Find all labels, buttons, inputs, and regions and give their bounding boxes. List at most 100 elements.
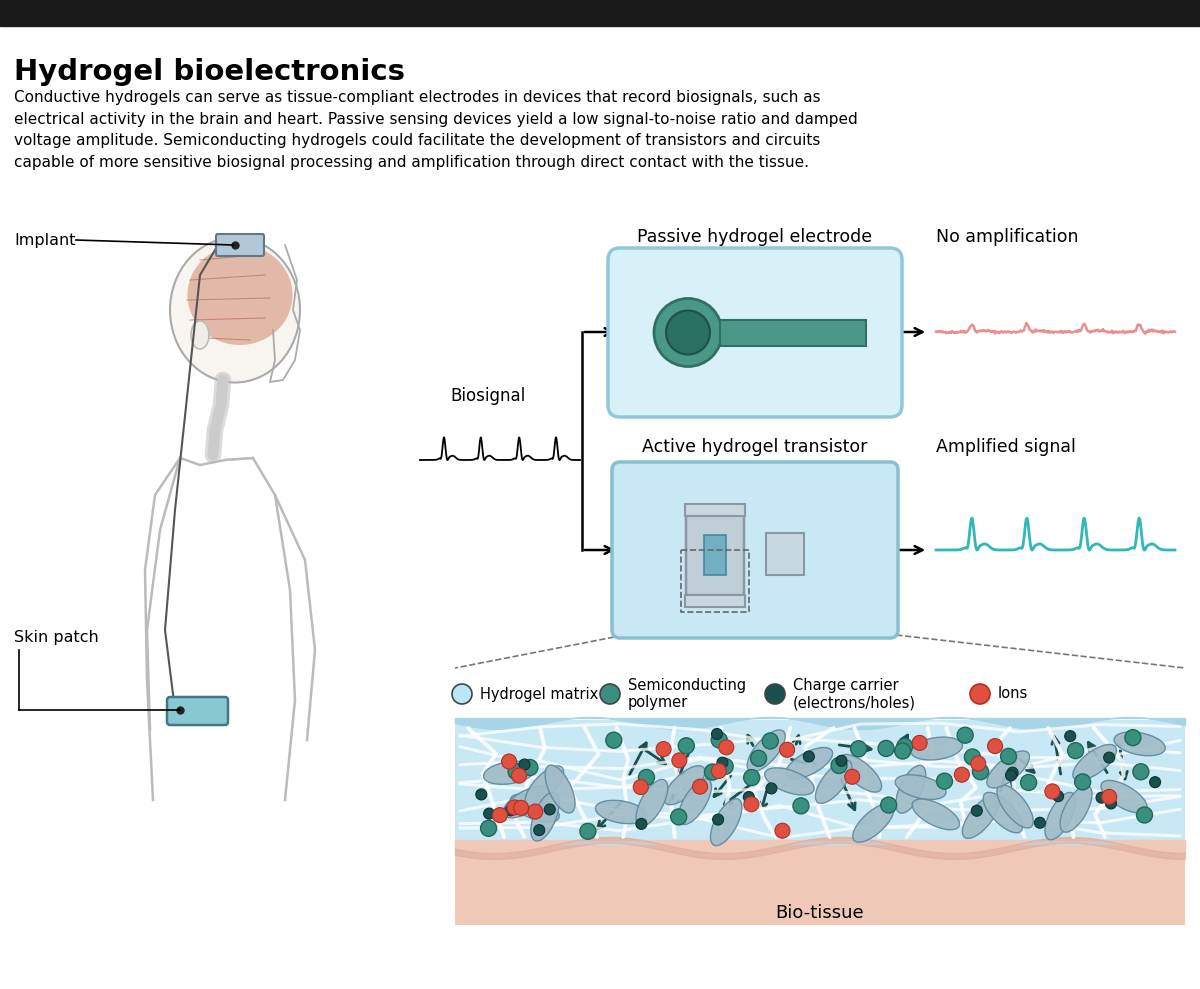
Circle shape	[545, 804, 556, 815]
Circle shape	[845, 769, 859, 784]
Circle shape	[988, 739, 1002, 754]
Text: Amplified signal: Amplified signal	[936, 438, 1076, 456]
Circle shape	[692, 779, 708, 794]
Circle shape	[1150, 776, 1160, 787]
Circle shape	[793, 798, 809, 814]
Bar	[0, 0, 1200, 26]
Text: Skin patch: Skin patch	[14, 630, 98, 645]
Circle shape	[484, 808, 494, 819]
Text: Biosignal: Biosignal	[450, 387, 526, 405]
Circle shape	[704, 764, 720, 780]
Ellipse shape	[896, 765, 925, 813]
Circle shape	[656, 742, 671, 757]
Ellipse shape	[530, 792, 559, 841]
Circle shape	[712, 764, 726, 778]
Circle shape	[1075, 774, 1091, 790]
Ellipse shape	[710, 799, 742, 846]
Circle shape	[713, 814, 724, 825]
Circle shape	[1104, 752, 1115, 764]
Bar	[685, 594, 745, 606]
Circle shape	[743, 791, 755, 802]
Bar	[766, 533, 804, 575]
Bar	[682, 550, 749, 611]
Ellipse shape	[1045, 792, 1075, 840]
Circle shape	[522, 760, 538, 775]
Circle shape	[832, 758, 847, 773]
Circle shape	[520, 759, 530, 770]
Circle shape	[508, 800, 522, 815]
Circle shape	[636, 819, 647, 830]
Circle shape	[912, 736, 928, 751]
Circle shape	[971, 756, 985, 771]
Circle shape	[1064, 731, 1075, 742]
Circle shape	[476, 789, 487, 800]
Circle shape	[671, 809, 686, 825]
Text: Active hydrogel transistor: Active hydrogel transistor	[642, 438, 868, 456]
Circle shape	[744, 797, 758, 812]
Text: Implant: Implant	[14, 232, 76, 247]
Text: Hydrogel matrix: Hydrogel matrix	[480, 686, 599, 701]
Circle shape	[1133, 764, 1148, 779]
Ellipse shape	[983, 792, 1022, 833]
Circle shape	[528, 804, 542, 819]
Circle shape	[480, 820, 497, 837]
Text: Hydrogel bioelectronics: Hydrogel bioelectronics	[14, 58, 406, 86]
Text: Semiconducting
polymer: Semiconducting polymer	[628, 677, 746, 710]
Circle shape	[1124, 730, 1141, 746]
Circle shape	[1136, 807, 1152, 823]
Ellipse shape	[895, 774, 946, 799]
Circle shape	[1045, 784, 1060, 799]
Ellipse shape	[911, 737, 962, 760]
Circle shape	[972, 764, 989, 779]
Text: Bio-tissue: Bio-tissue	[775, 904, 864, 922]
Circle shape	[1052, 790, 1063, 802]
Circle shape	[1006, 769, 1016, 781]
Ellipse shape	[997, 785, 1033, 828]
Circle shape	[766, 684, 785, 704]
FancyBboxPatch shape	[612, 462, 898, 638]
Text: Ions: Ions	[998, 686, 1028, 701]
Circle shape	[971, 805, 983, 816]
Circle shape	[1021, 774, 1037, 790]
Circle shape	[672, 753, 686, 767]
Circle shape	[502, 754, 516, 769]
Ellipse shape	[912, 799, 960, 830]
Bar	[455, 720, 1186, 845]
Ellipse shape	[1114, 732, 1165, 756]
Circle shape	[958, 727, 973, 743]
Circle shape	[1034, 817, 1045, 828]
Circle shape	[492, 808, 508, 823]
Circle shape	[580, 823, 596, 840]
Circle shape	[606, 732, 622, 749]
Circle shape	[936, 773, 953, 789]
Ellipse shape	[545, 765, 575, 813]
Ellipse shape	[986, 751, 1030, 788]
Bar	[720, 319, 866, 345]
Ellipse shape	[636, 779, 667, 826]
Circle shape	[514, 800, 528, 815]
Ellipse shape	[1073, 745, 1116, 780]
Circle shape	[452, 684, 472, 704]
FancyBboxPatch shape	[167, 697, 228, 725]
Ellipse shape	[786, 748, 833, 779]
Ellipse shape	[1060, 785, 1092, 832]
Circle shape	[1068, 743, 1084, 759]
Bar	[685, 503, 745, 515]
FancyBboxPatch shape	[608, 248, 902, 417]
Ellipse shape	[853, 804, 894, 843]
Circle shape	[634, 779, 648, 794]
Ellipse shape	[503, 786, 550, 818]
Circle shape	[803, 751, 815, 762]
Ellipse shape	[840, 755, 882, 792]
FancyBboxPatch shape	[686, 514, 744, 595]
Circle shape	[762, 733, 779, 749]
Circle shape	[719, 740, 733, 755]
Circle shape	[896, 739, 913, 755]
Circle shape	[881, 797, 896, 813]
Ellipse shape	[764, 767, 815, 795]
Circle shape	[638, 769, 654, 785]
Circle shape	[965, 749, 980, 765]
Circle shape	[1105, 798, 1116, 809]
Circle shape	[895, 743, 911, 759]
Bar	[704, 535, 726, 575]
